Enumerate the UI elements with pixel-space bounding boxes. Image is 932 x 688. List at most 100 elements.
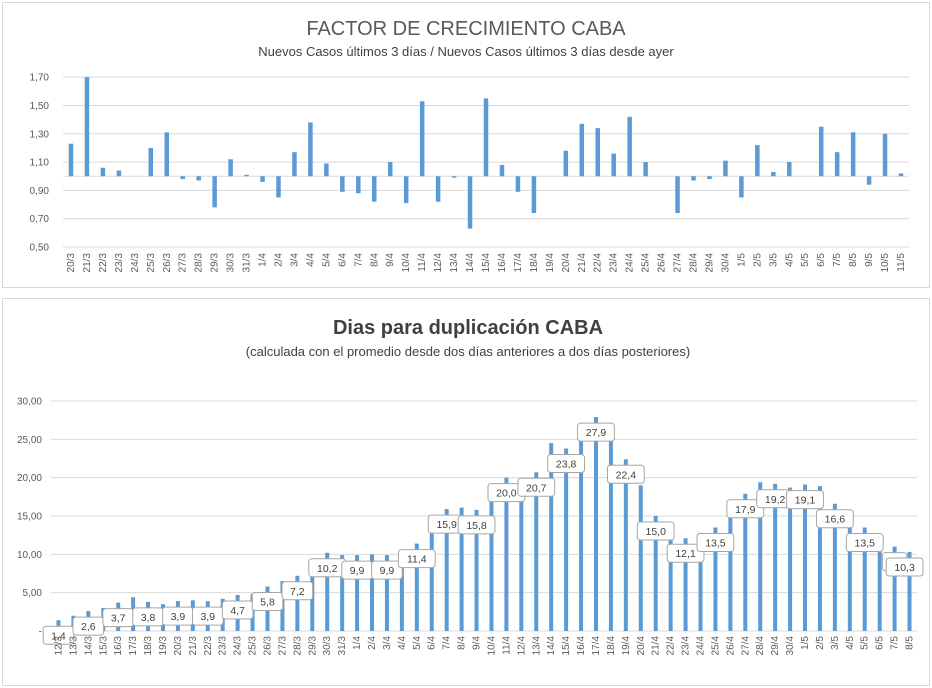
y-tick-label: 1,70 xyxy=(30,73,50,84)
x-tick-label: 24/3 xyxy=(233,636,244,656)
x-tick-label: 29/3 xyxy=(307,636,318,656)
x-tick-label: 21/4 xyxy=(651,636,662,656)
bar xyxy=(850,132,856,177)
bar xyxy=(196,176,201,181)
bar xyxy=(459,507,464,631)
data-label-text: 12,1 xyxy=(675,548,696,560)
x-tick-label: 20/3 xyxy=(66,253,77,273)
x-tick-label: 9/4 xyxy=(385,253,396,267)
bar xyxy=(100,167,106,177)
x-tick-label: 28/4 xyxy=(689,253,700,273)
bar xyxy=(788,487,793,631)
x-tick-label: 18/4 xyxy=(606,636,617,656)
x-tick-label: 10/4 xyxy=(486,636,497,656)
x-tick-label: 11/4 xyxy=(417,253,428,272)
bar xyxy=(403,176,409,204)
bar xyxy=(531,176,537,214)
x-tick-label: 14/4 xyxy=(465,253,476,273)
bar xyxy=(608,424,613,631)
data-label: 13,5 xyxy=(696,533,735,552)
bar xyxy=(675,176,680,214)
bar xyxy=(638,485,643,631)
x-tick-label: 16/4 xyxy=(576,636,587,656)
x-tick-label: 20/4 xyxy=(561,253,572,273)
x-tick-label: 7/5 xyxy=(832,253,843,267)
x-tick-label: 22/3 xyxy=(203,636,214,656)
x-tick-label: 10/4 xyxy=(401,253,412,273)
x-tick-label: 31/3 xyxy=(242,253,253,273)
data-label: 27,9 xyxy=(577,422,615,442)
doubling-days-chart: Dias para duplicación CABA (calculada co… xyxy=(17,317,924,656)
bar xyxy=(519,486,524,631)
bar xyxy=(451,176,457,178)
x-tick-label: 26/3 xyxy=(162,253,173,273)
data-label-box xyxy=(371,560,403,580)
bar xyxy=(723,160,728,177)
data-label-box xyxy=(845,533,884,552)
bar xyxy=(499,164,505,177)
bar xyxy=(728,516,733,631)
data-label-text: 3,9 xyxy=(200,611,215,623)
x-tick-label: 14/4 xyxy=(546,636,557,656)
bar xyxy=(593,417,598,631)
data-label-text: 16,6 xyxy=(825,514,846,526)
bar xyxy=(817,486,822,631)
bar xyxy=(787,162,792,177)
bar xyxy=(898,173,904,177)
bar xyxy=(56,620,61,631)
y-tick-label: 1,30 xyxy=(30,129,50,140)
x-tick-label: 13/3 xyxy=(68,636,79,656)
x-tick-label: 23/4 xyxy=(681,636,692,656)
x-tick-label: 5/4 xyxy=(321,253,332,267)
bar xyxy=(668,535,673,631)
x-tick-label: 30/4 xyxy=(720,253,731,273)
data-label-text: 4,7 xyxy=(230,605,245,617)
bar xyxy=(892,546,897,631)
x-tick-label: 2/4 xyxy=(273,253,284,267)
data-label-text: 9,9 xyxy=(380,565,395,577)
data-label-text: 3,9 xyxy=(171,611,186,623)
x-tick-label: 31/3 xyxy=(337,636,348,656)
x-tick-label: 17/4 xyxy=(591,636,602,656)
chart-subtitle: (calculada con el promedio desde dos día… xyxy=(246,344,690,359)
x-tick-label: 3/5 xyxy=(830,636,841,650)
x-tick-label: 21/4 xyxy=(577,253,588,273)
data-label-box xyxy=(606,464,645,484)
x-tick-label: 17/3 xyxy=(128,636,139,656)
bar xyxy=(387,162,393,177)
data-label: 17,9 xyxy=(726,499,765,519)
x-tick-label: 23/4 xyxy=(609,253,620,273)
x-tick-label: 15/4 xyxy=(481,253,492,273)
bar xyxy=(444,509,449,631)
data-label: 20,0 xyxy=(487,483,526,503)
x-tick-label: 16/4 xyxy=(497,253,508,273)
bar xyxy=(818,126,824,177)
bar xyxy=(372,176,377,202)
x-tick-label: 13/4 xyxy=(531,636,542,656)
data-label-box xyxy=(577,422,615,442)
bar xyxy=(579,440,584,631)
bar xyxy=(563,150,569,177)
x-tick-label: 18/4 xyxy=(529,253,540,273)
x-tick-label: 2/4 xyxy=(367,636,378,650)
bar xyxy=(370,554,375,631)
x-tick-label: 27/3 xyxy=(277,636,288,656)
x-tick-label: 18/3 xyxy=(143,636,154,656)
data-label-box xyxy=(251,592,284,612)
x-tick-label: 2/5 xyxy=(752,253,763,267)
x-tick-label: 1/5 xyxy=(800,636,811,650)
x-tick-label: 4/5 xyxy=(845,636,856,650)
data-label: 4,7 xyxy=(221,600,254,620)
growth-factor-chart: FACTOR DE CRECIMIENTO CABA Nuevos Casos … xyxy=(30,18,909,273)
y-tick-label: 15,00 xyxy=(17,512,42,523)
data-label-box xyxy=(547,454,586,474)
x-tick-label: 30/4 xyxy=(785,636,796,656)
x-tick-label: 30/3 xyxy=(322,636,333,656)
data-label-box xyxy=(397,549,436,569)
x-tick-label: 19/4 xyxy=(545,253,556,273)
x-tick-label: 29/4 xyxy=(770,636,781,656)
bar xyxy=(832,503,837,631)
x-tick-label: 29/4 xyxy=(704,253,715,273)
x-tick-label: 25/3 xyxy=(146,253,157,273)
bar xyxy=(435,176,441,202)
